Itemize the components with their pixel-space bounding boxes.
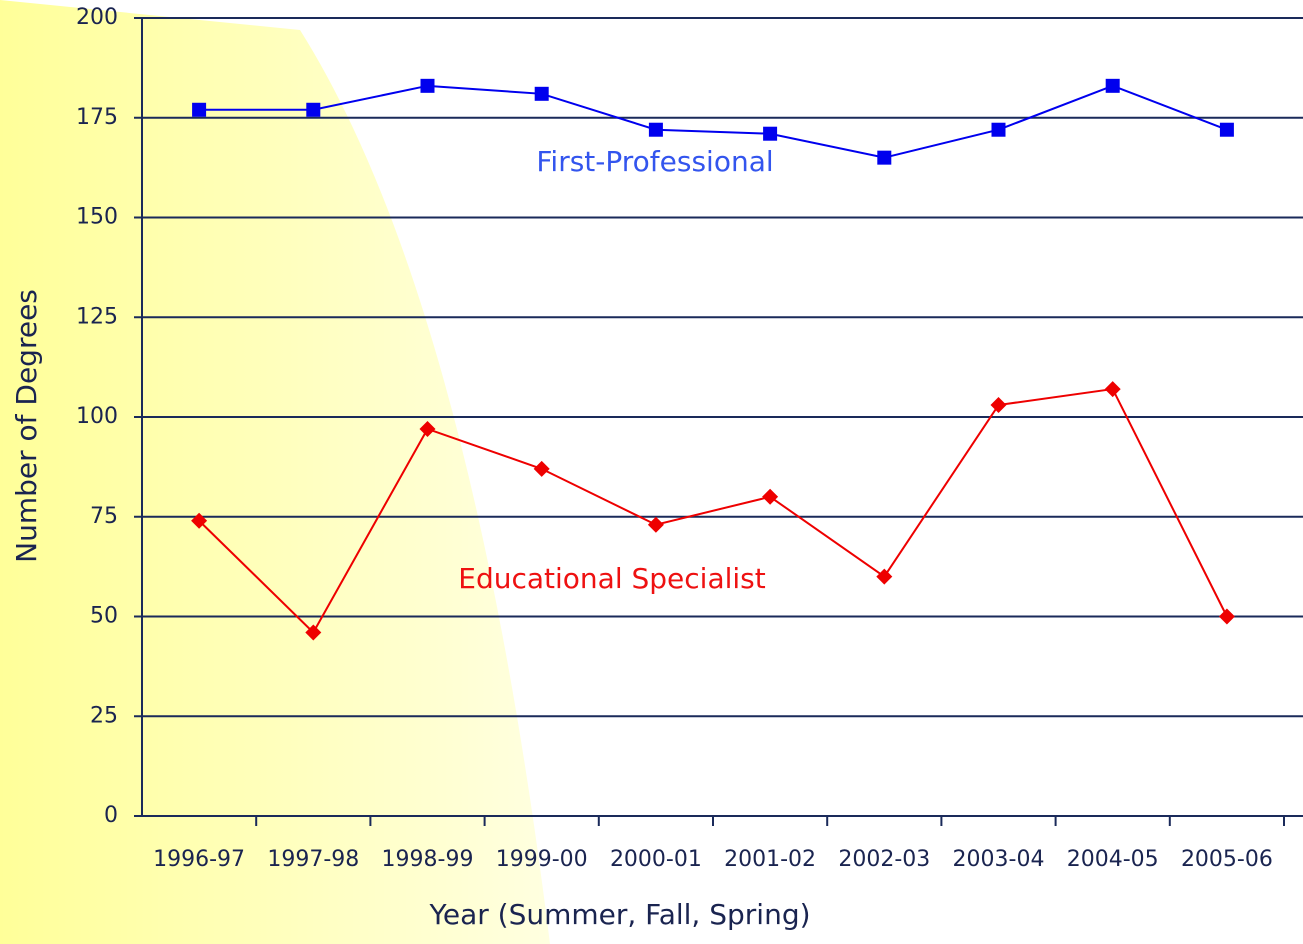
x-tick-label: 1999-00 [496, 847, 588, 872]
marker [192, 102, 207, 117]
y-tick-label: 150 [76, 205, 118, 230]
background-decoration [0, 0, 550, 944]
marker [1218, 608, 1235, 625]
y-tick-label: 175 [76, 105, 118, 130]
marker [648, 122, 663, 137]
marker [534, 86, 549, 101]
x-tick-label: 2003-04 [953, 847, 1045, 872]
y-axis-label: Number of Degrees [10, 289, 43, 563]
y-tick-label: 75 [90, 504, 118, 529]
x-axis-label: Year (Summer, Fall, Spring) [428, 898, 810, 931]
y-tick-label: 25 [90, 703, 118, 728]
y-tick-label: 125 [76, 304, 118, 329]
series-line [199, 84, 1228, 159]
y-tick-label: 100 [76, 404, 118, 429]
marker [305, 624, 322, 641]
marker [763, 126, 778, 141]
marker [306, 102, 321, 117]
marker [420, 78, 435, 93]
x-tick-label: 2004-05 [1067, 847, 1159, 872]
x-tick-label: 2002-03 [838, 847, 930, 872]
marker [990, 397, 1007, 414]
marker [1104, 381, 1121, 398]
y-tick-label: 0 [104, 803, 118, 828]
annotation: First-Professional [536, 145, 773, 178]
annotation: Educational Specialist [458, 562, 765, 595]
marker [762, 488, 779, 505]
x-tick-label: 2001-02 [724, 847, 816, 872]
x-tick-label: 1998-99 [382, 847, 474, 872]
y-tick-label: 50 [90, 604, 118, 629]
x-tick-label: 2000-01 [610, 847, 702, 872]
marker [1219, 122, 1234, 137]
x-tick-label: 2005-06 [1181, 847, 1273, 872]
marker [647, 516, 664, 533]
x-tick-label: 1997-98 [267, 847, 359, 872]
marker [533, 460, 550, 477]
marker [991, 122, 1006, 137]
marker [876, 568, 893, 585]
y-tick-label: 200 [76, 5, 118, 30]
marker [1105, 78, 1120, 93]
marker [877, 150, 892, 165]
marker [191, 512, 208, 529]
series-line [198, 387, 1228, 635]
x-tick-label: 1996-97 [153, 847, 245, 872]
marker [419, 420, 436, 437]
